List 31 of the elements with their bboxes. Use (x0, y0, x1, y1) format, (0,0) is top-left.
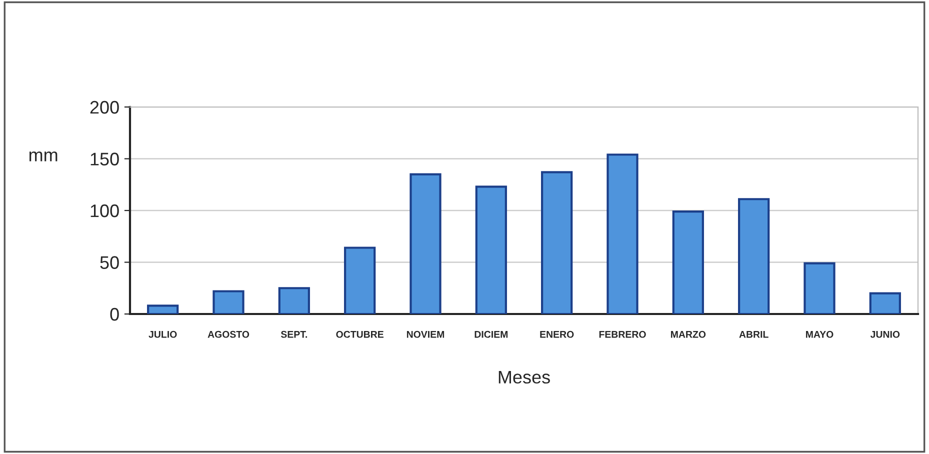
x-tick-label: SEPT. (280, 330, 308, 338)
x-tick-label: OCTUBRE (336, 330, 384, 338)
x-tick-label: DICIEM (474, 330, 508, 338)
bar (147, 304, 179, 314)
y-tick-label: 200 (90, 100, 119, 114)
x-tick-label: MARZO (670, 330, 706, 338)
x-tick-label: AGOSTO (208, 330, 250, 338)
bar (212, 290, 244, 314)
x-tick-label: MAYO (806, 330, 834, 338)
x-tick-label: NOVIEM (406, 330, 444, 338)
bar (804, 262, 836, 314)
bar (672, 210, 704, 314)
y-axis-title: mm (29, 151, 58, 162)
bar (869, 292, 901, 314)
y-tick-label: 50 (100, 256, 119, 269)
bar (738, 198, 770, 314)
x-tick-label: JUNIO (870, 330, 900, 338)
x-tick-label: JULIO (148, 330, 177, 338)
x-tick-label: ENERO (540, 330, 574, 338)
y-tick-label: 0 (110, 308, 119, 321)
y-tick-label: 150 (90, 152, 119, 166)
bar (541, 171, 573, 314)
bar (410, 173, 442, 314)
x-tick-label: ABRIL (739, 331, 768, 338)
bar (475, 186, 507, 314)
x-axis-title: Meses (498, 370, 550, 384)
bar (278, 287, 310, 314)
bar (606, 154, 638, 314)
y-tick-label: 100 (90, 204, 119, 218)
x-tick-label: FEBRERO (599, 330, 646, 338)
bar (344, 246, 376, 314)
